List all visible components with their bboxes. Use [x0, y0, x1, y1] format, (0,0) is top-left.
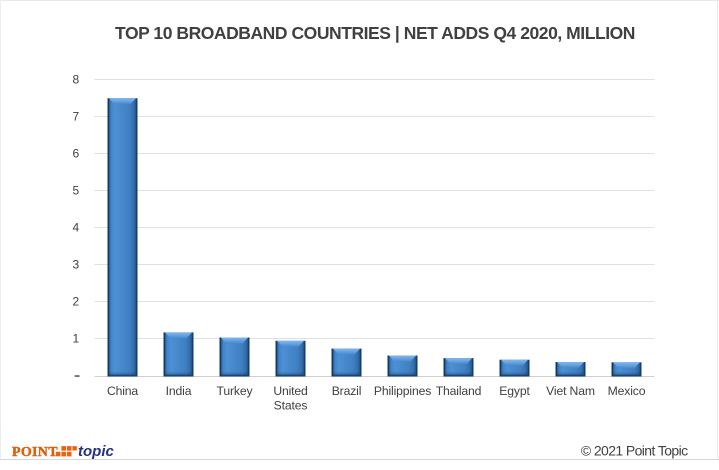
- svg-text:topic: topic: [78, 443, 114, 460]
- svg-text:6: 6: [73, 147, 80, 161]
- svg-text:4: 4: [73, 221, 80, 235]
- svg-text:Philippines: Philippines: [374, 384, 431, 398]
- svg-text:8: 8: [73, 73, 80, 87]
- svg-text:China: China: [107, 384, 138, 398]
- svg-text:3: 3: [73, 258, 80, 272]
- svg-text:Turkey: Turkey: [217, 384, 254, 398]
- svg-text:1: 1: [73, 332, 80, 346]
- svg-text:Viet Nam: Viet Nam: [546, 384, 595, 398]
- svg-text:States: States: [274, 399, 308, 413]
- svg-text:© 2021 Point Topic: © 2021 Point Topic: [581, 443, 688, 459]
- svg-text:Mexico: Mexico: [608, 384, 646, 398]
- svg-text:Brazil: Brazil: [332, 384, 362, 398]
- svg-text:TOP 10 BROADBAND COUNTRIES | N: TOP 10 BROADBAND COUNTRIES | NET ADDS Q4…: [115, 23, 635, 43]
- svg-text:POINT: POINT: [12, 445, 58, 460]
- svg-text:7: 7: [73, 110, 80, 124]
- svg-text:India: India: [166, 384, 192, 398]
- svg-text:Egypt: Egypt: [499, 384, 530, 398]
- svg-text:2: 2: [73, 295, 80, 309]
- svg-text:United: United: [273, 384, 307, 398]
- svg-text:5: 5: [73, 184, 80, 198]
- svg-text:Thailand: Thailand: [436, 384, 482, 398]
